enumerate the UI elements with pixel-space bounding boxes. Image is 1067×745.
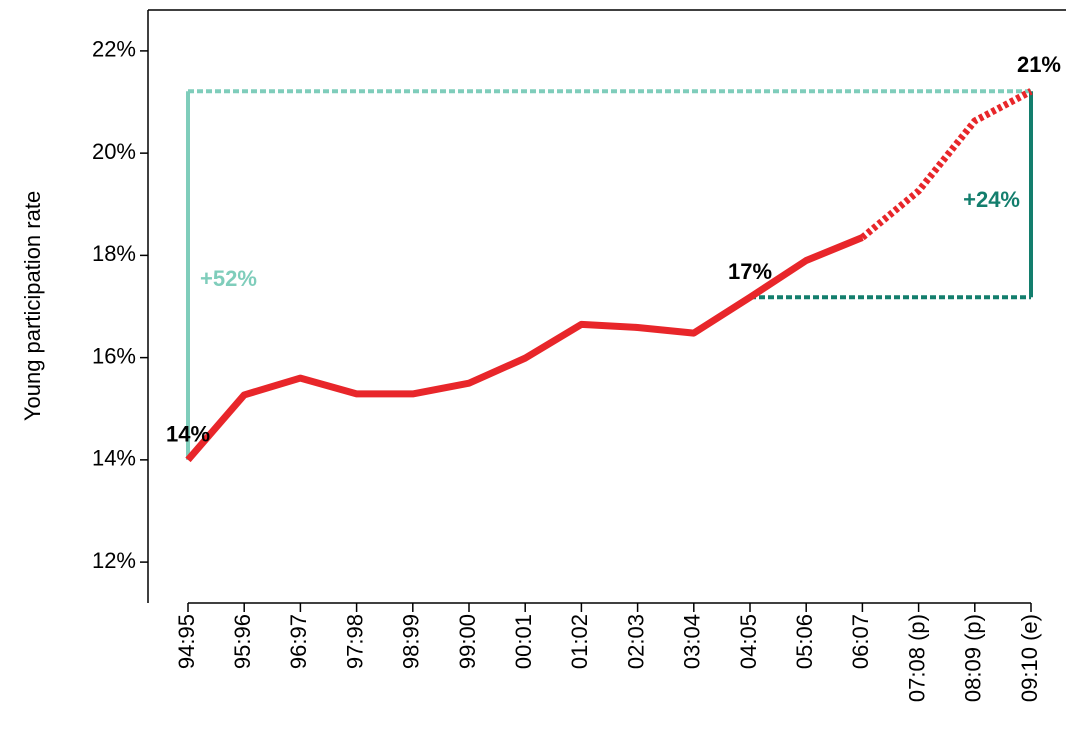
x-tick-label: 97:98: [342, 614, 367, 669]
data-label: 17%: [728, 259, 772, 284]
x-tick-label: 05:06: [792, 614, 817, 669]
y-tick-label: 12%: [92, 548, 136, 573]
y-tick-label: 16%: [92, 343, 136, 368]
y-tick-label: 18%: [92, 241, 136, 266]
annotation: +24%: [963, 187, 1020, 212]
line-series: [185, 234, 864, 463]
x-tick-label: 08:09 (p): [961, 614, 986, 702]
x-tick-label: 02:03: [623, 614, 648, 669]
x-tick-label: 95:96: [230, 614, 255, 669]
x-tick-label: 03:04: [680, 614, 705, 669]
y-tick-label: 20%: [92, 139, 136, 164]
x-tick-label: 04:05: [736, 614, 761, 669]
x-tick-label: 07:08 (p): [904, 614, 929, 702]
x-tick-label: 94:95: [174, 614, 199, 669]
x-tick-label: 09:10 (e): [1017, 614, 1042, 702]
x-tick-label: 06:07: [848, 614, 873, 669]
y-axis-label: Young participation rate: [20, 191, 45, 421]
y-tick-label: 22%: [92, 37, 136, 62]
annotation: +52%: [200, 266, 257, 291]
x-tick-label: 99:00: [455, 614, 480, 669]
x-tick-label: 01:02: [567, 614, 592, 669]
x-tick-label: 00:01: [511, 614, 536, 669]
x-tick-label: 96:97: [286, 614, 311, 669]
y-tick-label: 14%: [92, 446, 136, 471]
x-tick-label: 98:99: [399, 614, 424, 669]
data-label: 14%: [166, 422, 210, 447]
line-series: [860, 88, 1033, 241]
data-label: 21%: [1017, 52, 1061, 77]
